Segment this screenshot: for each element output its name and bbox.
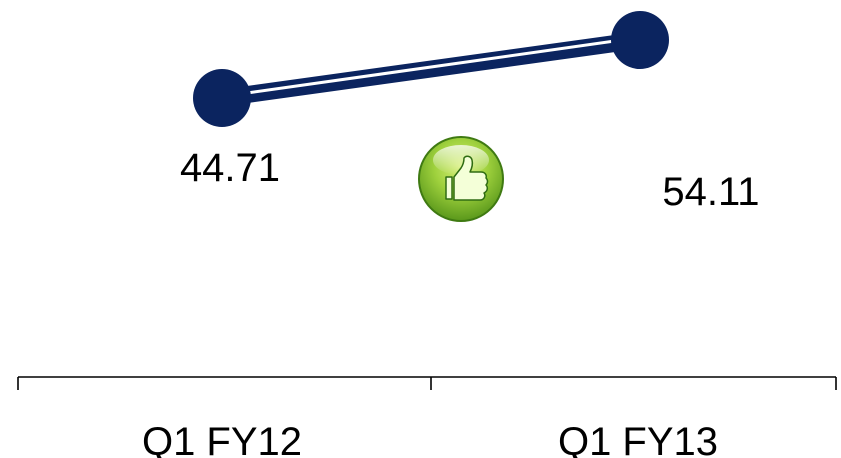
thumbs-up-glyph xyxy=(445,155,489,201)
series-line-outer xyxy=(213,31,649,107)
thumbs-up-shine xyxy=(433,145,489,175)
x-axis-label-q1-fy12: Q1 FY12 xyxy=(142,420,302,458)
x-axis: Q1 FY12 Q1 FY13 xyxy=(17,376,837,458)
series-line-highlight xyxy=(224,36,638,98)
series-group xyxy=(193,11,669,127)
data-labels-group: 44.71 54.11 xyxy=(180,146,760,214)
data-point-q1-fy13 xyxy=(611,11,669,69)
x-axis-label-q1-fy13: Q1 FY13 xyxy=(558,420,718,458)
thumbs-up-icon xyxy=(418,136,504,222)
data-label-q1-fy12: 44.71 xyxy=(180,146,280,190)
data-label-q1-fy13: 54.11 xyxy=(662,170,759,214)
data-point-q1-fy12 xyxy=(193,69,251,127)
